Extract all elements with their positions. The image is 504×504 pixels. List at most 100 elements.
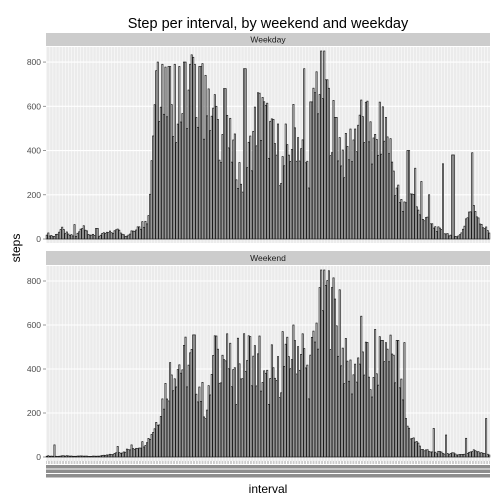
bar	[438, 227, 441, 240]
bar	[458, 234, 461, 240]
bar	[479, 223, 481, 240]
bar	[175, 142, 178, 240]
bar	[227, 368, 230, 458]
bar	[294, 340, 296, 458]
bar	[360, 315, 363, 458]
x-tick-labels-overlapping	[46, 474, 490, 478]
bar	[469, 211, 472, 240]
bar	[277, 123, 279, 240]
bar	[81, 455, 84, 458]
bar	[465, 437, 468, 458]
bar	[451, 154, 454, 240]
bar	[187, 89, 190, 240]
bar	[321, 310, 324, 458]
bar	[102, 454, 105, 458]
bar	[76, 455, 79, 458]
bar	[267, 404, 270, 458]
bar	[307, 187, 310, 240]
bar	[283, 165, 286, 240]
bar	[434, 226, 437, 240]
bar	[485, 226, 488, 240]
bar	[155, 70, 158, 240]
bar	[147, 215, 150, 240]
bar	[352, 139, 355, 240]
bar	[141, 221, 144, 240]
bar	[363, 374, 366, 458]
bar	[193, 63, 196, 240]
bar	[454, 235, 457, 240]
bar	[215, 335, 218, 458]
bar	[213, 94, 216, 240]
bar	[314, 341, 316, 458]
bar	[401, 211, 404, 240]
bar	[292, 324, 295, 458]
facet-strip-weekend	[46, 251, 490, 265]
bar	[176, 369, 179, 458]
bar	[309, 354, 312, 458]
bar	[121, 452, 124, 458]
bar	[176, 123, 179, 240]
bar	[472, 205, 475, 240]
bar	[401, 399, 404, 458]
facet-strip-weekday	[46, 33, 490, 46]
bar	[105, 454, 108, 458]
bar	[355, 381, 358, 458]
bar	[426, 449, 429, 458]
bar	[488, 232, 491, 240]
bar	[468, 451, 471, 458]
bar	[421, 449, 424, 458]
bar	[440, 229, 443, 240]
bar	[226, 333, 229, 458]
bar	[354, 128, 357, 240]
bar	[68, 235, 71, 240]
bar	[391, 353, 394, 458]
bar	[55, 455, 57, 458]
bar	[102, 232, 105, 240]
bar	[65, 231, 68, 240]
bar	[79, 228, 82, 240]
bar	[329, 155, 332, 240]
bar	[432, 227, 435, 240]
bar	[477, 217, 480, 240]
bar	[173, 63, 176, 240]
bar	[240, 183, 242, 240]
bar	[78, 231, 81, 240]
bar	[446, 453, 449, 458]
bar	[189, 63, 192, 240]
bar	[216, 119, 219, 240]
bar	[92, 455, 94, 458]
bar	[466, 217, 469, 240]
bar	[270, 118, 273, 240]
bar	[104, 233, 107, 240]
bar	[244, 68, 247, 240]
facet-panel-weekend: Weekend 0 200 400 600 800	[27, 251, 491, 462]
bar	[266, 369, 269, 458]
bar	[270, 344, 273, 458]
bar	[193, 334, 196, 458]
bar	[223, 359, 226, 458]
bar	[238, 162, 241, 240]
bar	[232, 369, 235, 458]
bar	[59, 229, 62, 240]
bar	[397, 184, 400, 240]
y-tick-label: 0	[36, 234, 41, 244]
bar	[392, 170, 395, 240]
bar	[301, 333, 304, 458]
bar	[110, 232, 113, 240]
bar	[206, 409, 209, 458]
bar	[482, 227, 485, 240]
bar	[107, 232, 110, 240]
bar	[250, 385, 253, 458]
bar	[113, 453, 116, 458]
bar	[331, 287, 333, 458]
bar	[389, 334, 392, 458]
bar	[371, 396, 374, 458]
bar	[310, 336, 313, 458]
bar	[247, 141, 250, 240]
bar	[471, 152, 474, 240]
bar	[199, 66, 202, 240]
bar	[394, 195, 397, 240]
bar	[64, 233, 67, 240]
bar	[406, 425, 409, 458]
bar	[207, 385, 210, 458]
